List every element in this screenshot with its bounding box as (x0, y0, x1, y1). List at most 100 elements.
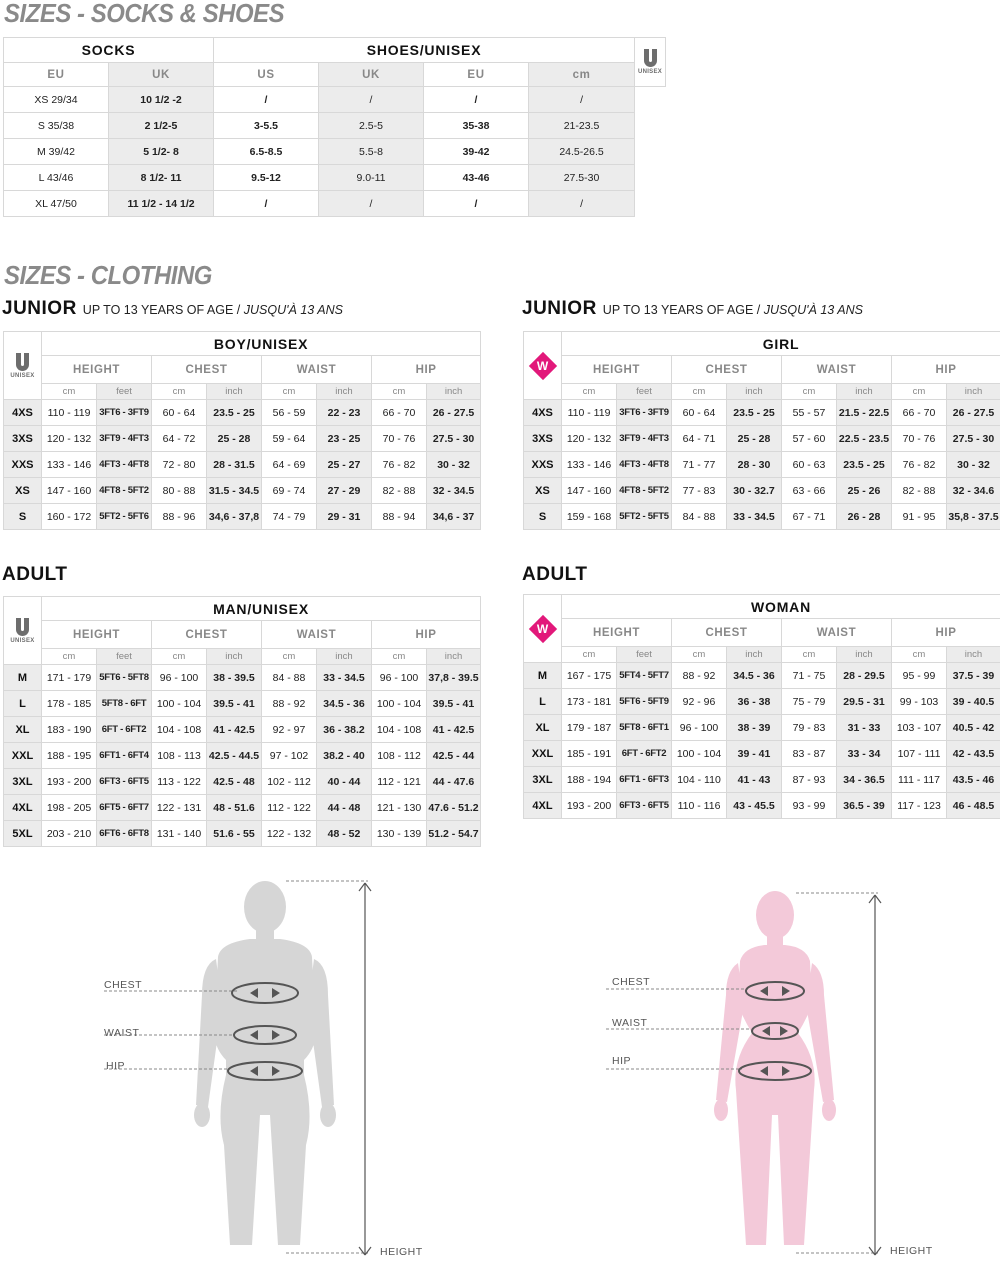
unit-header: feet (616, 383, 672, 400)
size-label: XL (3, 716, 42, 743)
table-cell: 26 - 27.5 (945, 399, 1000, 426)
table-cell: XS 29/34 (3, 86, 109, 113)
unit-header: inch (726, 383, 782, 400)
unit-header: cm (781, 383, 837, 400)
unit-header: cm (781, 646, 837, 663)
spacer-cell (635, 139, 666, 165)
table-cell: 5FT2 - 5FT6 (96, 503, 152, 530)
table-cell: 64 - 72 (151, 425, 207, 452)
size-label: 5XL (3, 820, 42, 847)
table-cell: 39.5 - 41 (425, 690, 482, 717)
table-cell: 80 - 88 (151, 477, 207, 504)
table-cell: 35-38 (423, 112, 530, 139)
table-cell: 122 - 132 (261, 820, 317, 847)
size-label: M (523, 662, 562, 689)
table-cell: 4FT8 - 5FT2 (616, 477, 672, 504)
unisex-logo-text: UNISEX (10, 372, 35, 379)
table-cell: 92 - 97 (261, 716, 317, 743)
table-cell: 30 - 32.7 (726, 477, 782, 504)
table-cell: 92 - 96 (671, 688, 727, 715)
measure-header: HIP (370, 355, 482, 384)
table-row: S 160 - 172 5FT2 - 5FT6 88 - 96 34,6 - 37,8 7… (3, 503, 482, 530)
table-cell: 100 - 104 (371, 690, 427, 717)
table-cell: XL 47/50 (3, 190, 109, 217)
table-cell: 173 - 181 (561, 688, 617, 715)
table-cell: 178 - 185 (41, 690, 97, 717)
table-cell: 111 - 117 (891, 766, 947, 793)
table-cell: 79 - 83 (781, 714, 837, 741)
table-row: 3XL 193 - 200 6FT3 - 6FT5 113 - 122 42.5 - 4… (3, 768, 482, 795)
size-label: XXS (3, 451, 42, 478)
table-cell: 27.5 - 30 (945, 425, 1000, 452)
table-cell: 3FT6 - 3FT9 (96, 399, 152, 426)
table-cell: 147 - 160 (561, 477, 617, 504)
table-cell: 99 - 103 (891, 688, 947, 715)
table-cell: 6FT6 - 6FT8 (96, 820, 152, 847)
table-cell: 27.5 - 30 (425, 425, 482, 452)
group-header: MAN/UNISEX (40, 596, 482, 621)
measure-header: WAIST (261, 355, 372, 384)
table-cell: 38 - 39 (726, 714, 782, 741)
table-cell: 2 1/2-5 (107, 112, 215, 139)
table-cell: 9.5-12 (213, 164, 320, 191)
adult-title-left: ADULT (2, 564, 68, 585)
table-cell: 188 - 194 (561, 766, 617, 793)
table-cell: 29.5 - 31 (836, 688, 892, 715)
socks-shoes-title: SIZES - SOCKS & SHOES (4, 0, 285, 28)
table-cell: 3FT9 - 4FT3 (96, 425, 152, 452)
size-label: 3XS (3, 425, 42, 452)
table-cell: 110 - 119 (41, 399, 97, 426)
table-cell: 26 - 27.5 (425, 399, 482, 426)
table-row: 4XL 193 - 200 6FT3 - 6FT5 110 - 116 43 - 45.… (523, 792, 1000, 819)
table-cell: 22.5 - 23.5 (836, 425, 892, 452)
table-cell: 84 - 88 (671, 503, 727, 530)
unit-header: cm (41, 648, 97, 665)
table-cell: 122 - 131 (151, 794, 207, 821)
table-row: XL 183 - 190 6FT - 6FT2 104 - 108 41 - 42.5 9… (3, 716, 482, 743)
table-cell: 88 - 94 (371, 503, 427, 530)
junior-subtitle-fr: JUSQU'À 13 ANS (763, 303, 863, 317)
measure-header: HEIGHT (561, 618, 672, 647)
table-cell: 70 - 76 (371, 425, 427, 452)
measure-header: WAIST (261, 620, 372, 649)
table-row: M 39/42 5 1/2- 8 6.5-8.5 5.5-8 39-42 24.5-26.… (3, 138, 666, 165)
shoes-header: SHOES/UNISEX (213, 37, 636, 63)
junior-title-right: JUNIOR UP TO 13 YEARS OF AGE / JUSQU'À 13… (522, 298, 863, 320)
woman-chest-label: CHEST (612, 976, 650, 988)
man-waist-label: WAIST (104, 1027, 139, 1039)
table-cell: 66 - 70 (891, 399, 947, 426)
table-cell: / (423, 86, 530, 113)
table-cell: 43 - 45.5 (726, 792, 782, 819)
table-row: M 171 - 179 5FT6 - 5FT8 96 - 100 38 - 39.5 84… (3, 664, 482, 691)
measure-header: HEIGHT (561, 355, 672, 384)
table-row: 3XL 188 - 194 6FT1 - 6FT3 104 - 110 41 - 43 8… (523, 766, 1000, 793)
table-cell: 120 - 132 (561, 425, 617, 452)
table-cell: 34.5 - 36 (316, 690, 372, 717)
junior-girl-table: W GIRL HEIGHT CHEST WAIST HIP cm feet cm inch cm in… (523, 331, 1000, 530)
man-arrows (250, 988, 280, 1076)
table-row: XL 47/50 11 1/2 - 14 1/2// / / (3, 190, 666, 217)
table-cell: 28 - 30 (726, 451, 782, 478)
table-cell: 4FT8 - 5FT2 (96, 477, 152, 504)
table-cell: 25 - 28 (726, 425, 782, 452)
table-cell: 5 1/2- 8 (107, 138, 215, 165)
size-label: 4XL (3, 794, 42, 821)
table-cell: 5FT4 - 5FT7 (616, 662, 672, 689)
table-cell: 27.5-30 (528, 164, 636, 191)
table-row: S 159 - 168 5FT2 - 5FT5 84 - 88 33 - 34.5 67 … (523, 503, 1000, 530)
measure-header: CHEST (671, 355, 782, 384)
table-cell: 6FT5 - 6FT7 (96, 794, 152, 821)
table-cell: 5FT2 - 5FT5 (616, 503, 672, 530)
column-header: UK (318, 62, 425, 87)
table-cell: 36.5 - 39 (836, 792, 892, 819)
table-cell: 4FT3 - 4FT8 (616, 451, 672, 478)
junior-title-left: JUNIOR UP TO 13 YEARS OF AGE / JUSQU'À 13… (2, 298, 343, 320)
spacer-cell (635, 113, 666, 139)
unit-header: cm (261, 648, 317, 665)
unit-header: inch (206, 648, 262, 665)
table-cell: 108 - 113 (151, 742, 207, 769)
size-label: 4XS (523, 399, 562, 426)
table-cell: 120 - 132 (41, 425, 97, 452)
table-cell: 48 - 51.6 (206, 794, 262, 821)
table-row: XXL 188 - 195 6FT1 - 6FT4 108 - 113 42.5 - 4… (3, 742, 482, 769)
